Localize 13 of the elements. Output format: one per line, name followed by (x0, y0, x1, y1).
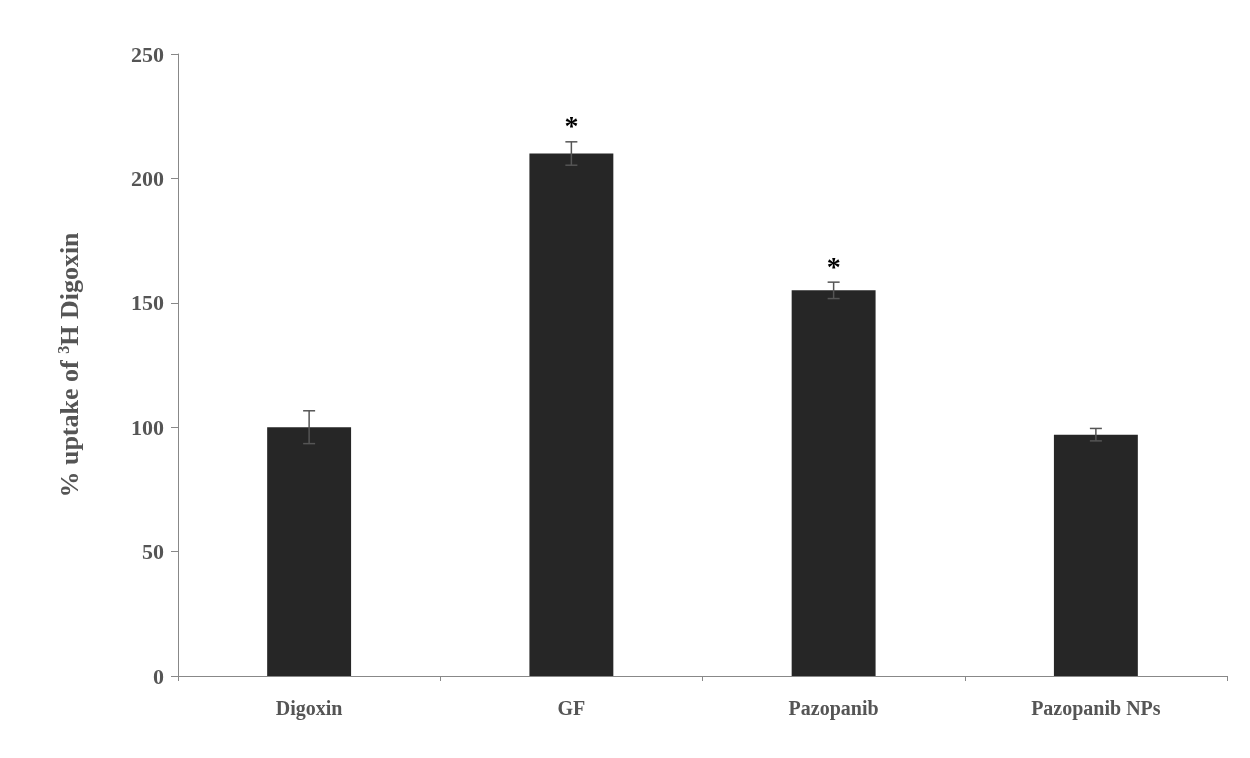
y-tick-label: 0 (153, 663, 164, 689)
y-tick-label: 100 (131, 414, 164, 440)
x-tick-label: GF (557, 697, 586, 719)
y-tick-label: 50 (142, 539, 164, 565)
y-tick-label: 250 (131, 41, 164, 67)
x-tick-label: Digoxin (275, 697, 343, 720)
y-tick-label: 200 (131, 165, 164, 191)
y-axis-title: % uptake of 3H Digoxin (54, 231, 84, 498)
annotation: * (564, 110, 579, 142)
x-tick-label: Pazopanib (788, 697, 879, 720)
x-tick-label: Pazopanib NPs (1031, 697, 1161, 720)
annotation: * (826, 250, 841, 282)
y-tick-label: 150 (131, 290, 164, 316)
